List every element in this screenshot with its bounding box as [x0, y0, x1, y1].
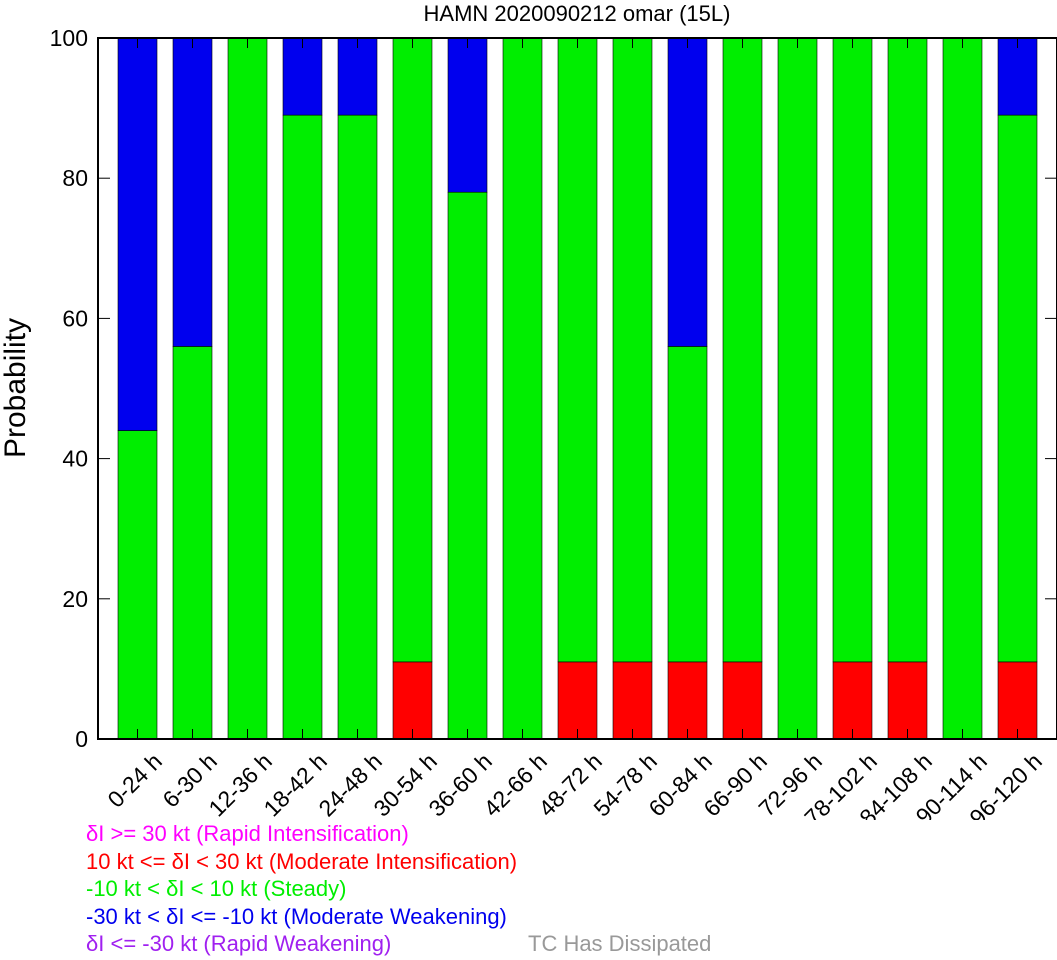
- bar-moderate_weakening-1: [172, 37, 213, 347]
- bar-moderate_weakening-10: [667, 37, 708, 347]
- legend-label-dissipated: TC Has Dissipated: [528, 931, 712, 956]
- y-tick-label-20: 20: [62, 586, 88, 612]
- bar-moderate_intensification-16: [997, 661, 1038, 740]
- bars: [117, 37, 1038, 740]
- legend: δI >= 30 kt (Rapid Intensification) 10 k…: [86, 820, 1046, 958]
- bar-steady-10: [667, 346, 708, 663]
- y-tick-label-40: 40: [62, 446, 88, 472]
- y-tick-label-60: 60: [62, 305, 88, 331]
- legend-label-moderate-intensification: 10 kt <= δI < 30 kt (Moderate Intensific…: [86, 848, 518, 874]
- bar-steady-12: [777, 37, 818, 740]
- legend-entry-moderate-intensification: 10 kt <= δI < 30 kt (Moderate Intensific…: [86, 848, 1046, 876]
- chart: HAMN 2020090212 omar (15L) Probability 0…: [0, 1, 1057, 820]
- legend-entry-moderate-weakening: -30 kt < δI <= -10 kt (Moderate Weakenin…: [86, 903, 1046, 931]
- bar-moderate_intensification-9: [612, 661, 653, 740]
- bar-steady-16: [997, 114, 1038, 663]
- bar-steady-11: [722, 37, 763, 663]
- bar-steady-14: [887, 37, 928, 663]
- bar-steady-1: [172, 346, 213, 740]
- bar-steady-2: [227, 37, 268, 740]
- y-tick-label-0: 0: [75, 726, 88, 752]
- bar-steady-0: [117, 430, 158, 740]
- legend-label-steady: -10 kt < δI < 10 kt (Steady): [86, 876, 347, 901]
- bar-steady-4: [337, 114, 378, 740]
- plot-frame: [97, 37, 1057, 740]
- legend-label-moderate-weakening: -30 kt < δI <= -10 kt (Moderate Weakenin…: [86, 903, 507, 929]
- y-axis-label: Probability: [0, 318, 32, 458]
- chart-title: HAMN 2020090212 omar (15L): [424, 1, 731, 26]
- bar-moderate_weakening-0: [117, 37, 158, 431]
- bar-moderate_weakening-3: [282, 37, 323, 116]
- x-tick-label-0: 0-24 h: [102, 748, 167, 813]
- bar-moderate_weakening-4: [337, 37, 378, 116]
- bar-moderate_intensification-14: [887, 661, 928, 740]
- legend-entry-rapid-intensification: δI >= 30 kt (Rapid Intensification): [86, 820, 1046, 848]
- bar-moderate_weakening-6: [447, 37, 488, 193]
- bar-moderate_intensification-13: [832, 661, 873, 740]
- y-tick-label-100: 100: [50, 25, 88, 51]
- bar-moderate_intensification-5: [392, 661, 433, 740]
- bar-steady-7: [502, 37, 543, 740]
- bar-steady-3: [282, 114, 323, 740]
- legend-entry-rapid-weakening: δI <= -30 kt (Rapid Weakening) TC Has Di…: [86, 930, 1046, 958]
- legend-label-rapid-weakening: δI <= -30 kt (Rapid Weakening): [86, 931, 392, 956]
- legend-entry-steady: -10 kt < δI < 10 kt (Steady): [86, 875, 1046, 903]
- bar-steady-15: [942, 37, 983, 740]
- y-tick-label-80: 80: [62, 165, 88, 191]
- bar-steady-5: [392, 37, 433, 663]
- bar-moderate_weakening-16: [997, 37, 1038, 116]
- bar-steady-13: [832, 37, 873, 663]
- bar-moderate_intensification-11: [722, 661, 763, 740]
- bar-moderate_intensification-8: [557, 661, 598, 740]
- bar-steady-6: [447, 191, 488, 740]
- bar-moderate_intensification-10: [667, 661, 708, 740]
- legend-label-rapid-intensification: δI >= 30 kt (Rapid Intensification): [86, 821, 409, 846]
- bar-steady-8: [557, 37, 598, 663]
- bar-steady-9: [612, 37, 653, 663]
